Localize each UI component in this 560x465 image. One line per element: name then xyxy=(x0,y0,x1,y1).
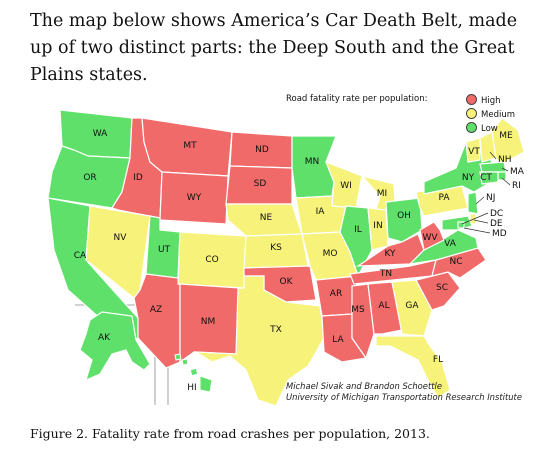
state-label-ok: OK xyxy=(280,277,294,287)
state-wy xyxy=(159,171,229,225)
state-label-tn: TN xyxy=(379,269,392,279)
leader-line-nj xyxy=(475,196,485,205)
legend-item-low: Low xyxy=(466,122,498,134)
state-md xyxy=(441,215,473,231)
state-label-ut: UT xyxy=(158,245,171,255)
legend-item-high: High xyxy=(466,94,501,106)
state-label-ky: KY xyxy=(384,249,396,259)
state-label-nh: NH xyxy=(498,155,512,165)
state-label-ri: RI xyxy=(512,181,521,191)
state-hi-island xyxy=(199,375,213,393)
state-label-sd: SD xyxy=(254,179,267,189)
state-dc xyxy=(457,221,465,229)
state-label-mn: MN xyxy=(305,157,320,167)
state-label-ne: NE xyxy=(260,213,273,223)
us-fatality-map: WA OR CA ID NV AZ MT WY UT CO NM ND SD NE KS OK TX MN IA MO… xyxy=(40,80,540,410)
state-label-ny: NY xyxy=(462,173,475,183)
figure-caption: Figure 2. Fatality rate from road crashe… xyxy=(30,426,430,441)
state-label-ia: IA xyxy=(316,207,326,217)
state-va xyxy=(408,229,479,265)
state-label-ms: MS xyxy=(351,305,365,315)
state-label-or: OR xyxy=(83,173,96,183)
legend-swatch-medium xyxy=(466,108,477,119)
state-ga xyxy=(391,279,433,337)
state-label-la: LA xyxy=(332,335,344,345)
state-label-ak: AK xyxy=(98,333,111,343)
state-label-in: IN xyxy=(373,221,382,231)
state-label-ar: AR xyxy=(330,289,342,299)
state-label-al: AL xyxy=(378,301,389,311)
legend-item-medium: Medium xyxy=(466,108,515,120)
state-label-mo: MO xyxy=(323,249,338,259)
state-label-me: ME xyxy=(499,131,513,141)
state-nc xyxy=(415,247,487,281)
state-nj xyxy=(467,191,479,215)
state-al xyxy=(367,281,403,335)
state-label-mt: MT xyxy=(183,141,197,151)
state-vt xyxy=(465,137,481,163)
state-label-co: CO xyxy=(205,255,218,265)
state-label-md: MD xyxy=(492,229,507,239)
state-label-id: ID xyxy=(133,173,143,183)
state-hi-island xyxy=(181,358,189,366)
leader-line-dc xyxy=(461,212,489,225)
state-label-ca: CA xyxy=(74,251,87,261)
state-label-il: IL xyxy=(354,225,362,235)
state-label-ct: CT xyxy=(480,173,492,183)
state-label-wv: WV xyxy=(422,233,438,243)
state-label-nc: NC xyxy=(449,257,462,267)
leader-line-md xyxy=(463,227,491,234)
legend-label-high: High xyxy=(481,96,501,106)
state-label-ga: GA xyxy=(405,301,419,311)
state-label-nv: NV xyxy=(114,233,128,243)
state-label-va: VA xyxy=(444,239,457,249)
state-label-az: AZ xyxy=(150,305,162,315)
state-wv xyxy=(419,221,445,251)
map-credit: Michael Sivak and Brandon Schoettle Univ… xyxy=(286,381,522,403)
state-label-pa: PA xyxy=(438,193,450,203)
state-label-hi: HI xyxy=(187,383,196,393)
leader-line-nh xyxy=(489,151,497,160)
leader-line-ri xyxy=(501,177,511,186)
credit-institution: University of Michigan Transportation Re… xyxy=(286,392,522,402)
credit-authors: Michael Sivak and Brandon Schoettle xyxy=(286,381,442,391)
state-hi-island xyxy=(174,353,182,361)
legend-label-medium: Medium xyxy=(481,110,515,120)
leader-line-de xyxy=(473,219,489,224)
legend-swatch-low xyxy=(466,122,477,133)
state-label-mi: MI xyxy=(377,189,387,199)
state-label-fl: FL xyxy=(433,355,443,365)
state-label-nm: NM xyxy=(201,317,216,327)
state-ak xyxy=(79,311,151,382)
state-me xyxy=(491,117,525,165)
state-label-tx: TX xyxy=(269,325,282,335)
state-tx xyxy=(193,275,325,407)
state-label-sc: SC xyxy=(436,283,448,293)
legend-label-low: Low xyxy=(481,124,498,134)
state-label-wa: WA xyxy=(93,129,108,139)
state-label-dc: DC xyxy=(490,209,503,219)
us-map-svg: WA OR CA ID NV AZ MT WY UT CO NM ND SD NE KS OK TX MN IA MO… xyxy=(47,109,525,407)
leader-line-ma xyxy=(501,167,509,172)
legend-title: Road fatality rate per population: xyxy=(286,94,428,104)
state-ms xyxy=(351,283,375,360)
state-wi xyxy=(324,160,363,209)
state-ct xyxy=(479,171,499,185)
state-ri xyxy=(497,171,507,181)
state-oh xyxy=(385,197,423,243)
state-fl xyxy=(375,335,451,399)
state-label-de: DE xyxy=(490,219,503,229)
state-hi xyxy=(189,367,199,377)
state-label-wy: WY xyxy=(187,193,202,203)
state-label-vt: VT xyxy=(468,147,480,157)
state-label-ks: KS xyxy=(270,243,282,253)
state-label-nd: ND xyxy=(255,145,269,155)
state-label-wi: WI xyxy=(340,181,352,191)
intro-text: The map below shows America’s Car Death … xyxy=(30,11,518,85)
state-label-nj: NJ xyxy=(486,193,495,203)
state-label-oh: OH xyxy=(397,211,411,221)
state-label-ma: MA xyxy=(510,167,525,177)
legend-swatch-high xyxy=(466,94,477,105)
